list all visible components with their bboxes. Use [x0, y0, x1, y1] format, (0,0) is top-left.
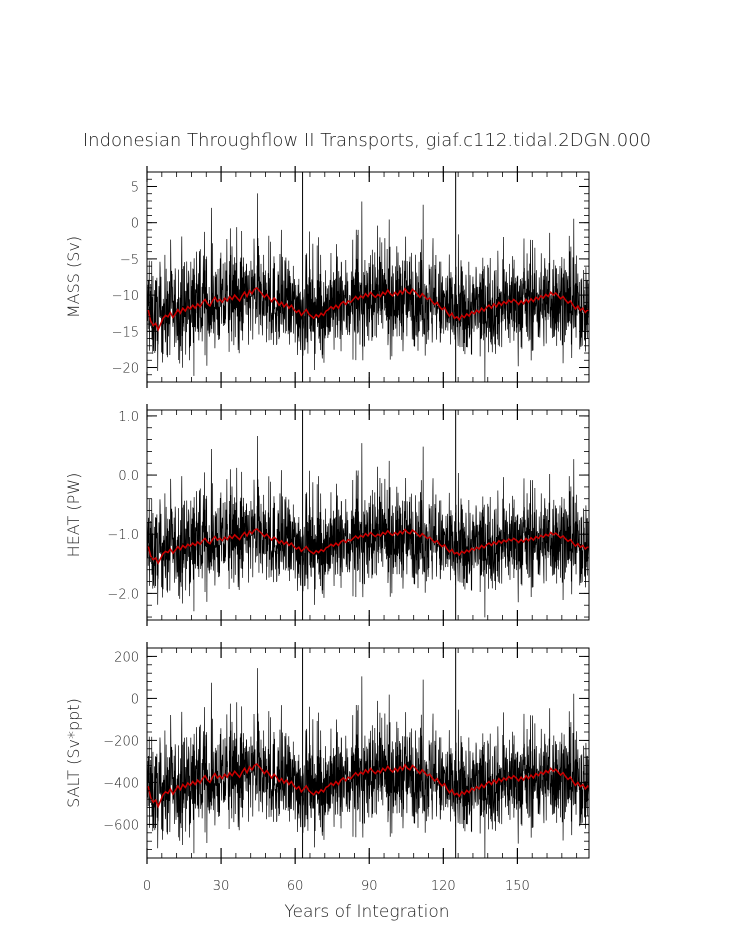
y-tick-label-heat: 0.0	[118, 469, 139, 484]
series-monthly-mass	[147, 193, 589, 382]
y-tick-label-mass: −20	[112, 362, 139, 377]
x-axis-label: Years of Integration	[284, 902, 449, 922]
x-tick-label: 30	[213, 879, 230, 894]
panel-heat: 1.0 0.0 −1.0 −2.0 HEAT (PW)	[64, 404, 590, 626]
y-tick-label-heat: −2.0	[107, 587, 139, 602]
y-tick-label-mass: 5	[131, 180, 139, 195]
y-tick-label-heat: −1.0	[107, 528, 139, 543]
y-tick-label-salt: −400	[103, 776, 139, 791]
y-tick-label-heat: 1.0	[118, 410, 139, 425]
x-axis: 0 30 60 90 120 150	[143, 879, 530, 894]
y-tick-label-salt: −200	[103, 734, 139, 749]
x-tick-label: 150	[505, 879, 530, 894]
y-tick-label-mass: −10	[112, 289, 139, 304]
x-tick-label: 60	[287, 879, 304, 894]
y-tick-label-salt: 200	[114, 650, 139, 665]
series-monthly-heat	[147, 436, 589, 618]
y-tick-label-salt: 0	[131, 692, 139, 707]
plot-frame-mass	[146, 171, 590, 383]
x-tick-label: 120	[431, 879, 456, 894]
panel-salt: 200 0 −200 −400 −600 SALT (Sv*ppt)	[64, 642, 590, 864]
chart-title: Indonesian Throughflow II Transports, gi…	[83, 130, 651, 151]
series-annual-mass	[147, 286, 589, 332]
series-monthly-salt	[147, 668, 589, 858]
y-tick-label-mass: 0	[131, 217, 139, 232]
panel-mass: 5 0 −5 −10 −15 −20 MASS (Sv)	[64, 166, 590, 388]
series-annual-heat	[147, 527, 589, 565]
plot-frame-salt	[146, 647, 590, 859]
plot-frame-heat	[146, 409, 590, 621]
y-tick-label-salt: −600	[103, 818, 139, 833]
x-tick-label: 0	[143, 879, 151, 894]
y-tick-label-mass: −5	[120, 253, 139, 268]
y-axis-label-salt: SALT (Sv*ppt)	[64, 698, 83, 808]
series-annual-salt	[147, 762, 589, 809]
y-tick-label-mass: −15	[112, 325, 139, 340]
y-axis-label-heat: HEAT (PW)	[64, 473, 83, 558]
y-axis-label-mass: MASS (Sv)	[64, 236, 83, 318]
x-tick-label: 90	[361, 879, 378, 894]
